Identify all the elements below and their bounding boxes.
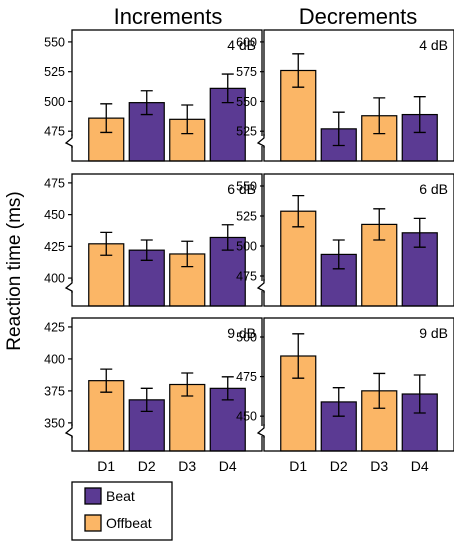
y-tick-label: 425	[44, 320, 65, 334]
y-tick-label: 475	[236, 270, 257, 284]
level-label: 6 dB	[227, 181, 256, 197]
x-tick-label-d4: D4	[219, 458, 237, 474]
error-bar-d4	[221, 73, 234, 104]
y-tick-label: 550	[236, 95, 257, 109]
legend-swatch-beat	[84, 487, 102, 505]
error-bar-d2	[332, 111, 345, 147]
error-bar-d3	[373, 97, 386, 135]
x-tick-label-d4: D4	[411, 458, 429, 474]
error-bar-d4	[413, 217, 426, 248]
error-bar-d4	[413, 96, 426, 134]
axis-break-icon	[256, 134, 265, 148]
error-bar-d3	[373, 208, 386, 241]
level-label: 6 dB	[419, 181, 448, 197]
axis-break-icon	[64, 424, 73, 438]
y-axis-label: Reaction time (ms)	[4, 191, 25, 350]
y-tick-label: 500	[236, 240, 257, 254]
level-label: 9 dB	[419, 325, 448, 341]
error-bar-d3	[181, 372, 194, 397]
y-tick-label: 525	[236, 125, 257, 139]
panel-decrements-4-db: 525 550 575 600 4 dB	[236, 29, 454, 162]
x-tick-label-d2: D2	[330, 458, 348, 474]
panel-frame	[71, 29, 263, 162]
error-bar-d1	[292, 333, 305, 379]
y-tick-label: 475	[44, 125, 65, 139]
x-tick-label-d1: D1	[289, 458, 307, 474]
error-bar-d1	[100, 368, 113, 393]
y-tick-label: 475	[44, 176, 65, 190]
y-tick-label: 350	[44, 416, 65, 430]
y-tick-label: 450	[236, 410, 257, 424]
legend-swatch-offbeat	[84, 514, 102, 532]
y-tick-label: 400	[44, 272, 65, 286]
y-tick-label: 575	[236, 65, 257, 79]
level-label: 4 dB	[227, 37, 256, 53]
y-tick-label: 375	[44, 384, 65, 398]
axis-break-mask	[68, 426, 76, 436]
panel-frame	[263, 317, 454, 452]
error-bar-d4	[221, 376, 234, 401]
axis-break-mask	[260, 426, 268, 436]
error-bar-d3	[181, 104, 194, 135]
error-bar-d3	[373, 372, 386, 409]
column-title-decrements: Decrements	[299, 4, 418, 29]
error-bar-d2	[140, 90, 153, 116]
error-bar-d2	[332, 239, 345, 270]
panel-frame	[263, 173, 454, 307]
axis-break-icon	[256, 279, 265, 293]
panel-increments-9-db: 350 375 400 425 9 dB D1 D2 D3 D4	[44, 317, 263, 474]
legend: Beat Offbeat	[71, 481, 173, 541]
error-bar-d1	[292, 194, 305, 228]
level-label: 4 dB	[419, 37, 448, 53]
panel-increments-6-db: 400 425 450 475 6 dB	[44, 173, 263, 307]
y-tick-label: 475	[236, 370, 257, 384]
panel-increments-4-db: 475 500 525 550 4 dB	[44, 29, 263, 162]
panel-decrements-9-db: 450 475 500 9 dB D1 D2 D3 D4	[236, 317, 454, 474]
y-tick-label: 525	[44, 65, 65, 79]
bar-d3	[361, 390, 398, 452]
y-tick-label: 500	[236, 331, 257, 345]
error-bar-d3	[181, 240, 194, 268]
panel-frame	[263, 29, 454, 162]
x-tick-label-d3: D3	[178, 458, 196, 474]
y-tick-label: 400	[44, 352, 65, 366]
error-bar-d1	[292, 53, 305, 88]
y-tick-label: 525	[236, 210, 257, 224]
panel-frame	[71, 317, 263, 452]
y-tick-label: 425	[44, 240, 65, 254]
column-title-increments: Increments	[114, 4, 223, 29]
y-tick-label: 550	[236, 180, 257, 194]
axis-break-icon	[256, 424, 265, 438]
error-bar-d1	[100, 231, 113, 256]
error-bar-d4	[221, 224, 234, 251]
axis-break-mask	[260, 281, 268, 291]
error-bar-d2	[140, 239, 153, 261]
y-tick-label: 450	[44, 208, 65, 222]
axis-break-mask	[68, 136, 76, 146]
x-tick-label-d2: D2	[138, 458, 156, 474]
y-tick-label: 600	[236, 35, 257, 49]
y-tick-label: 500	[44, 95, 65, 109]
error-bar-d2	[332, 387, 345, 417]
x-tick-label-d3: D3	[370, 458, 388, 474]
x-tick-label-d1: D1	[97, 458, 115, 474]
axis-break-icon	[64, 134, 73, 148]
panel-decrements-6-db: 475 500 525 550 6 dB	[236, 173, 454, 307]
axis-break-icon	[64, 279, 73, 293]
error-bar-d4	[413, 374, 426, 414]
legend-label-offbeat: Offbeat	[106, 515, 152, 531]
level-label: 9 dB	[227, 325, 256, 341]
axis-break-mask	[260, 136, 268, 146]
panel-frame	[71, 173, 263, 307]
error-bar-d2	[140, 387, 153, 413]
axis-break-mask	[68, 281, 76, 291]
legend-label-beat: Beat	[106, 488, 135, 504]
y-tick-label: 550	[44, 35, 65, 49]
error-bar-d1	[100, 103, 113, 134]
